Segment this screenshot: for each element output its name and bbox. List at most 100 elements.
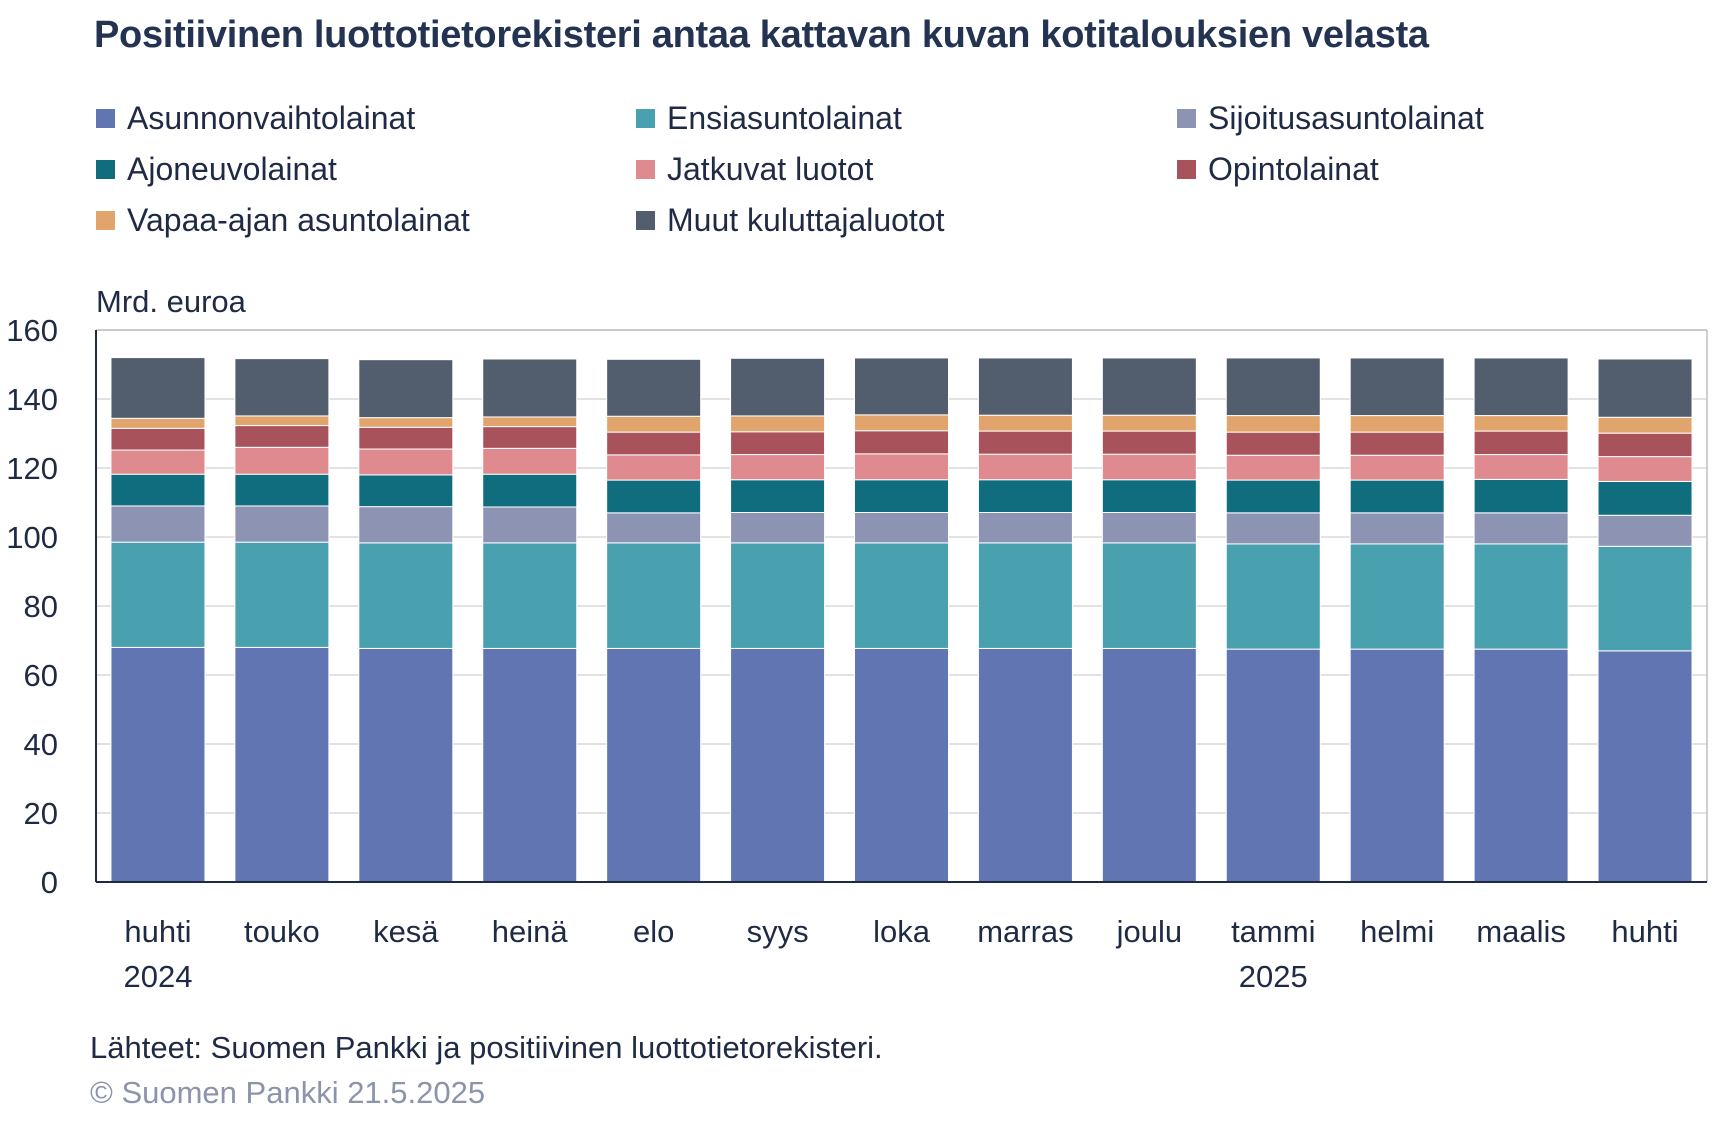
x-tick-label: marras	[977, 914, 1073, 949]
bar-segment	[606, 431, 702, 456]
bar-segment	[1225, 431, 1321, 456]
bar-segment	[234, 505, 330, 543]
legend-swatch	[96, 211, 115, 230]
bar-segment	[1349, 512, 1445, 545]
y-tick-label: 20	[24, 796, 58, 831]
bar-segment	[110, 427, 206, 451]
bar-segment	[1225, 357, 1321, 417]
bar-segment	[1597, 432, 1693, 458]
y-tick-label: 60	[24, 658, 58, 693]
bar-segment	[854, 647, 949, 883]
bar-segment	[110, 449, 206, 475]
y-axis-unit-label: Mrd. euroa	[96, 284, 246, 319]
legend-swatch	[96, 109, 115, 128]
bar-segment	[482, 426, 578, 449]
bar-segment	[1101, 542, 1197, 649]
x-tick-label: huhti	[124, 914, 191, 949]
legend-swatch	[1177, 160, 1196, 179]
bar-segment	[110, 646, 206, 883]
legend-item: Jatkuvat luotot	[636, 151, 873, 188]
legend-swatch	[636, 109, 655, 128]
bar-segment	[482, 647, 578, 883]
bar-segment	[1473, 478, 1569, 514]
bar-segment	[1349, 357, 1445, 417]
bar-segment	[1101, 430, 1197, 455]
bar-segment	[854, 512, 949, 544]
bar-segment	[1225, 415, 1321, 433]
bar-segment	[1101, 512, 1197, 544]
bar-segment	[1349, 648, 1445, 883]
bar-segment	[358, 647, 454, 883]
y-tick-label: 100	[6, 520, 58, 555]
bar-segment	[234, 415, 330, 427]
bar-segment	[854, 479, 949, 514]
bar-segment	[1597, 514, 1693, 547]
bar-segment	[730, 647, 826, 883]
bar-segment	[606, 479, 702, 514]
bar-segment	[606, 358, 702, 417]
legend-label: Asunnonvaihtolainat	[127, 100, 416, 136]
x-tick-label: joulu	[1116, 914, 1183, 949]
bar-segment	[1225, 454, 1321, 481]
bar-segment	[234, 541, 330, 648]
bar-segment	[358, 426, 454, 450]
bar-segment	[110, 505, 206, 543]
bar-segment	[482, 542, 578, 649]
x-year-label: 2025	[1239, 959, 1308, 994]
bar-segment	[358, 417, 454, 428]
bar-segment	[854, 430, 949, 455]
bar-segment	[1473, 357, 1569, 417]
bar-segment	[977, 512, 1073, 544]
bar-segment	[1349, 479, 1445, 514]
bar-segment	[730, 512, 826, 544]
bar-segment	[1597, 480, 1693, 516]
bar-segment	[234, 646, 330, 883]
bar-segment	[1597, 358, 1693, 418]
bar-segment	[1473, 415, 1569, 432]
source-note: Lähteet: Suomen Pankki ja positiivinen l…	[90, 1030, 883, 1065]
bar-segment	[482, 416, 578, 428]
bar-segment	[1597, 456, 1693, 482]
bar-segment	[358, 448, 454, 476]
y-tick-label: 40	[24, 727, 58, 762]
bar-segment	[730, 454, 826, 481]
bar-segment	[1597, 650, 1693, 883]
x-tick-label: helmi	[1360, 914, 1434, 949]
bar-segment	[1349, 431, 1445, 456]
x-tick-label: heinä	[492, 914, 569, 949]
legend-item: Asunnonvaihtolainat	[96, 100, 415, 137]
bar-segment	[1225, 648, 1321, 883]
copyright-note: © Suomen Pankki 21.5.2025	[90, 1075, 486, 1110]
x-tick-label: tammi	[1231, 914, 1315, 949]
legend-item: Ensiasuntolainat	[636, 100, 902, 137]
bar-segment	[1349, 543, 1445, 650]
legend-item: Muut kuluttajaluotot	[636, 202, 945, 239]
x-tick-label: kesä	[373, 914, 439, 949]
bar-segment	[730, 431, 826, 456]
legend-item: Opintolainat	[1177, 151, 1379, 188]
bar-segment	[110, 417, 206, 429]
x-tick-label: touko	[244, 914, 320, 949]
bar-segment	[358, 542, 454, 649]
legend-swatch	[636, 160, 655, 179]
legend-label: Muut kuluttajaluotot	[667, 202, 945, 238]
bar-segment	[1101, 357, 1197, 416]
bar-segment	[110, 357, 206, 419]
bar-segment	[977, 414, 1073, 432]
bar-segment	[606, 512, 702, 544]
bar-segment	[977, 357, 1073, 416]
bar-segment	[110, 541, 206, 648]
legend-label: Ajoneuvolainat	[127, 151, 337, 187]
bar-segment	[1473, 430, 1569, 456]
bar-segment	[1101, 647, 1197, 883]
legend-item: Vapaa-ajan asuntolainat	[96, 202, 470, 239]
bar-segment	[110, 473, 206, 507]
y-tick-label: 0	[41, 865, 58, 900]
legend-label: Vapaa-ajan asuntolainat	[127, 202, 470, 238]
chart-title: Positiivinen luottotietorekisteri antaa …	[94, 14, 1429, 56]
legend-swatch	[96, 160, 115, 179]
legend-label: Ensiasuntolainat	[667, 100, 902, 136]
legend-label: Sijoitusasuntolainat	[1208, 100, 1484, 136]
bar-segment	[606, 415, 702, 433]
